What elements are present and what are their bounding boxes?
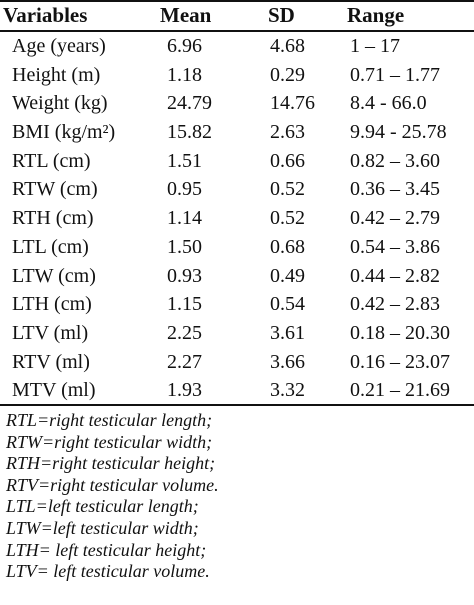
table-row: LTH (cm) 1.15 0.54 0.42 – 2.83 — [0, 290, 474, 319]
cell-variable: MTV (ml) — [12, 379, 96, 402]
cell-variable: Height (m) — [12, 63, 101, 86]
cell-variable: RTW (cm) — [12, 178, 98, 201]
cell-range: 9.94 - 25.78 — [350, 121, 447, 144]
cell-range: 8.4 - 66.0 — [350, 92, 427, 115]
cell-range: 1 – 17 — [350, 35, 400, 57]
cell-mean: 1.50 — [167, 235, 202, 258]
table-header: Variables Mean SD Range — [0, 2, 474, 30]
cell-mean: 1.15 — [167, 293, 202, 316]
footnote: RTH=right testicular height; — [6, 453, 216, 474]
table-row: MTV (ml) 1.93 3.32 0.21 – 21.69 — [0, 376, 474, 405]
header-variables: Variables — [3, 3, 88, 27]
cell-mean: 1.18 — [167, 63, 202, 86]
table-row: RTW (cm) 0.95 0.52 0.36 – 3.45 — [0, 175, 474, 204]
table-row: LTL (cm) 1.50 0.68 0.54 – 3.86 — [0, 233, 474, 262]
footnote: LTV= left testicular volume. — [6, 561, 210, 582]
abbreviation-footnotes: RTL=right testicular length; RTW=right t… — [6, 410, 470, 583]
table-top-rule — [0, 0, 474, 2]
cell-sd: 0.52 — [270, 178, 305, 201]
cell-sd: 0.52 — [270, 207, 305, 230]
cell-range: 0.21 – 21.69 — [350, 379, 450, 402]
cell-range: 0.42 – 2.79 — [350, 207, 440, 230]
footnote: LTW=left testicular width; — [6, 517, 199, 538]
cell-variable: LTW (cm) — [12, 264, 96, 287]
cell-mean: 24.79 — [167, 92, 212, 115]
cell-range: 0.71 – 1.77 — [350, 63, 440, 86]
cell-variable: Age (years) — [12, 35, 106, 57]
cell-sd: 2.63 — [270, 121, 305, 144]
table-row: LTW (cm) 0.93 0.49 0.44 – 2.82 — [0, 262, 474, 291]
footnote: LTH= left testicular height; — [6, 539, 207, 560]
cell-sd: 0.66 — [270, 149, 305, 172]
table-header-rule — [0, 30, 474, 32]
cell-variable: RTH (cm) — [12, 207, 94, 230]
cell-range: 0.44 – 2.82 — [350, 264, 440, 287]
table-body: Age (years) 6.96 4.68 1 – 17 Height (m) … — [0, 32, 474, 405]
footnote: RTV=right testicular volume. — [6, 474, 219, 495]
cell-sd: 0.54 — [270, 293, 305, 316]
cell-range: 0.36 – 3.45 — [350, 178, 440, 201]
table-row: Height (m) 1.18 0.29 0.71 – 1.77 — [0, 61, 474, 90]
header-range: Range — [347, 3, 405, 27]
table-row: LTV (ml) 2.25 3.61 0.18 – 20.30 — [0, 319, 474, 348]
cell-sd: 0.49 — [270, 264, 305, 287]
cell-sd: 4.68 — [270, 35, 305, 57]
cell-mean: 1.14 — [167, 207, 202, 230]
table-row: RTH (cm) 1.14 0.52 0.42 – 2.79 — [0, 204, 474, 233]
footnote: RTW=right testicular width; — [6, 431, 213, 452]
header-sd: SD — [268, 3, 295, 27]
footnote: RTL=right testicular length; — [6, 410, 213, 430]
cell-range: 0.82 – 3.60 — [350, 149, 440, 172]
cell-mean: 15.82 — [167, 121, 212, 144]
cell-mean: 2.25 — [167, 321, 202, 344]
cell-mean: 1.51 — [167, 149, 202, 172]
cell-range: 0.16 – 23.07 — [350, 350, 450, 373]
cell-sd: 3.61 — [270, 321, 305, 344]
cell-mean: 1.93 — [167, 379, 202, 402]
cell-variable: LTV (ml) — [12, 321, 89, 344]
cell-variable: RTL (cm) — [12, 149, 91, 172]
cell-sd: 14.76 — [270, 92, 315, 115]
table-row: RTV (ml) 2.27 3.66 0.16 – 23.07 — [0, 348, 474, 377]
cell-range: 0.42 – 2.83 — [350, 293, 440, 316]
cell-mean: 2.27 — [167, 350, 202, 373]
cell-variable: RTV (ml) — [12, 350, 90, 373]
cell-variable: LTL (cm) — [12, 235, 89, 258]
footnote: LTL=left testicular length; — [6, 496, 199, 517]
cell-range: 0.54 – 3.86 — [350, 235, 440, 258]
cell-sd: 0.68 — [270, 235, 305, 258]
cell-mean: 0.93 — [167, 264, 202, 287]
cell-sd: 0.29 — [270, 63, 305, 86]
table-row: RTL (cm) 1.51 0.66 0.82 – 3.60 — [0, 147, 474, 176]
table-row: Age (years) 6.96 4.68 1 – 17 — [0, 32, 474, 61]
cell-sd: 3.66 — [270, 350, 305, 373]
table-row: Weight (kg) 24.79 14.76 8.4 - 66.0 — [0, 89, 474, 118]
cell-variable: LTH (cm) — [12, 293, 92, 316]
cell-mean: 0.95 — [167, 178, 202, 201]
table-row: BMI (kg/m²) 15.82 2.63 9.94 - 25.78 — [0, 118, 474, 147]
cell-mean: 6.96 — [167, 35, 202, 57]
table-bottom-rule — [0, 404, 474, 406]
cell-variable: BMI (kg/m²) — [12, 121, 116, 144]
cell-range: 0.18 – 20.30 — [350, 321, 450, 344]
cell-sd: 3.32 — [270, 379, 305, 402]
cell-variable: Weight (kg) — [12, 92, 108, 115]
header-mean: Mean — [160, 3, 212, 27]
